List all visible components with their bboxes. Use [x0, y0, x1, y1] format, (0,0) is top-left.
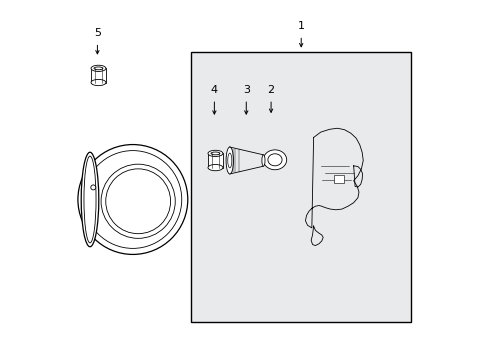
Text: 3: 3 [242, 85, 249, 95]
Ellipse shape [105, 169, 170, 234]
Ellipse shape [207, 165, 223, 171]
Ellipse shape [267, 154, 282, 166]
Ellipse shape [91, 65, 106, 72]
Ellipse shape [225, 147, 233, 174]
Text: 1: 1 [297, 21, 304, 31]
Ellipse shape [263, 150, 286, 170]
Circle shape [91, 185, 96, 190]
Bar [191, 53, 410, 322]
Bar [333, 175, 344, 183]
Ellipse shape [101, 164, 175, 238]
Ellipse shape [78, 145, 187, 255]
Ellipse shape [207, 150, 223, 157]
Text: 4: 4 [210, 85, 218, 95]
Text: 5: 5 [94, 28, 101, 38]
Ellipse shape [81, 152, 99, 247]
Ellipse shape [94, 67, 103, 70]
Text: 2: 2 [267, 85, 274, 95]
Ellipse shape [84, 156, 96, 243]
Bar [91, 68, 106, 82]
Ellipse shape [91, 80, 106, 86]
Ellipse shape [262, 155, 264, 166]
Ellipse shape [227, 153, 231, 168]
Ellipse shape [84, 150, 182, 248]
Ellipse shape [210, 152, 220, 155]
Bar [207, 153, 223, 168]
